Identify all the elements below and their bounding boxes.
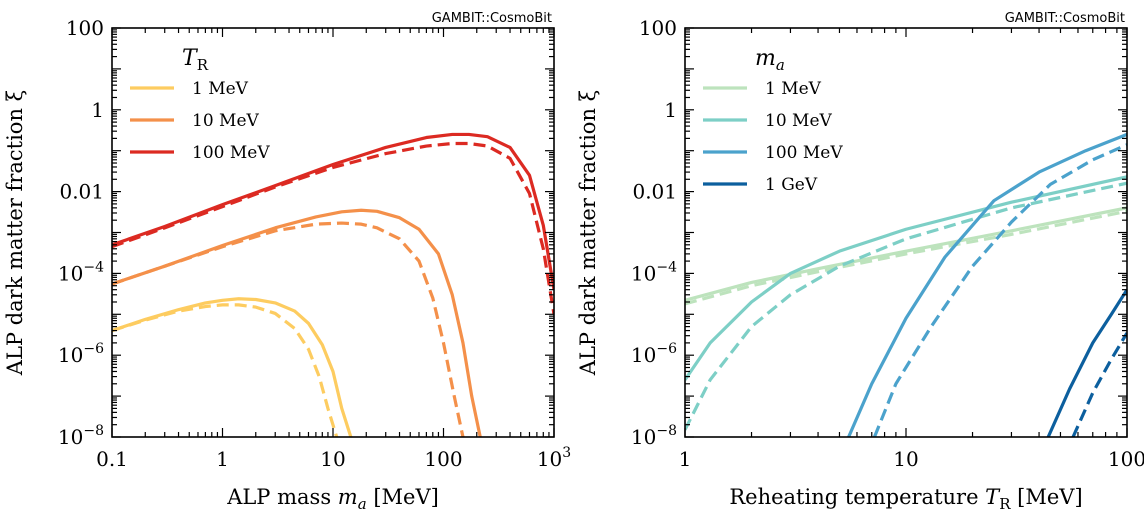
- series-2-solid-line: [847, 132, 1127, 437]
- series-2-dashed-line: [112, 141, 554, 315]
- series-0-dashed-line: [112, 303, 339, 437]
- y-tick-label: 1: [664, 98, 677, 122]
- curves: [112, 132, 554, 437]
- x-axis-label: Reheating temperature TR [MeV]: [729, 485, 1082, 510]
- y-axis-label: ALP dark matter fraction ξ: [3, 90, 27, 376]
- series-2-dashed-line: [872, 143, 1127, 437]
- y-tick-label: 0.01: [632, 180, 677, 204]
- watermark-label: GAMBIT::CosmoBit: [1005, 11, 1125, 26]
- legend-title: ma: [755, 46, 785, 74]
- series-1-dashed-line: [685, 181, 1127, 431]
- y-tick-label: 10−8: [631, 423, 677, 449]
- y-tick-label: 100: [66, 16, 104, 40]
- watermark-label: GAMBIT::CosmoBit: [432, 11, 552, 26]
- series-0-solid-line: [112, 297, 353, 437]
- x-axis-label: ALP mass ma [MeV]: [226, 485, 439, 510]
- legend: ma 1 MeV 10 MeV 100 MeV 1 GeV: [703, 46, 843, 195]
- series-3-solid-line: [1046, 288, 1127, 437]
- x-tick-label: 10: [320, 447, 345, 471]
- right-chart: 1 10 100 10−8 10−6 10−4 0.01 1 100 Reheating temp…: [576, 11, 1144, 510]
- x-tick-label: 1: [216, 447, 229, 471]
- y-tick-label: 10−8: [58, 423, 104, 449]
- legend-label: 1 MeV: [765, 79, 822, 99]
- plot-frame: [684, 27, 1128, 438]
- legend: TR 1 MeV 10 MeV 100 MeV: [130, 46, 270, 163]
- legend-label: 1 GeV: [765, 175, 818, 195]
- x-tick-label: 103: [537, 445, 571, 471]
- y-tick-label: 10−6: [631, 341, 677, 367]
- x-tick-label: 0.1: [96, 447, 128, 471]
- legend-label: 10 MeV: [192, 111, 260, 131]
- series-1-solid-line: [685, 175, 1127, 381]
- series-2-solid-line: [112, 132, 554, 290]
- y-tick-label: 0.01: [59, 180, 104, 204]
- curves: [685, 132, 1127, 437]
- legend-label: 100 MeV: [765, 143, 843, 163]
- series-0-solid-line: [685, 206, 1127, 302]
- legend-title: TR: [182, 46, 209, 74]
- y-tick-label: 10−6: [58, 341, 104, 367]
- x-tick-label: 100: [1108, 447, 1144, 471]
- x-tick-label: 1: [679, 447, 692, 471]
- legend-label: 10 MeV: [765, 111, 833, 131]
- legend-label: 1 MeV: [192, 79, 249, 99]
- x-tick-label: 10: [893, 447, 918, 471]
- series-3-dashed-line: [1071, 332, 1127, 437]
- y-tick-label: 1: [91, 98, 104, 122]
- series-1-solid-line: [112, 208, 482, 437]
- y-tick-label: 10−4: [631, 259, 677, 285]
- x-tick-label: 100: [424, 447, 462, 471]
- y-axis-label: ALP dark matter fraction ξ: [576, 90, 600, 376]
- y-tick-label: 10−4: [58, 259, 104, 285]
- legend-label: 100 MeV: [192, 143, 270, 163]
- y-tick-label: 100: [639, 16, 677, 40]
- ticks: [684, 27, 1128, 438]
- ticks: [111, 27, 555, 438]
- series-1-dashed-line: [112, 221, 465, 437]
- left-chart: 0.1 1 10 100 103 10−8 10−6 10−4 0.01 1 100 ALP mass…: [3, 11, 571, 510]
- series-0-dashed-line: [685, 209, 1127, 306]
